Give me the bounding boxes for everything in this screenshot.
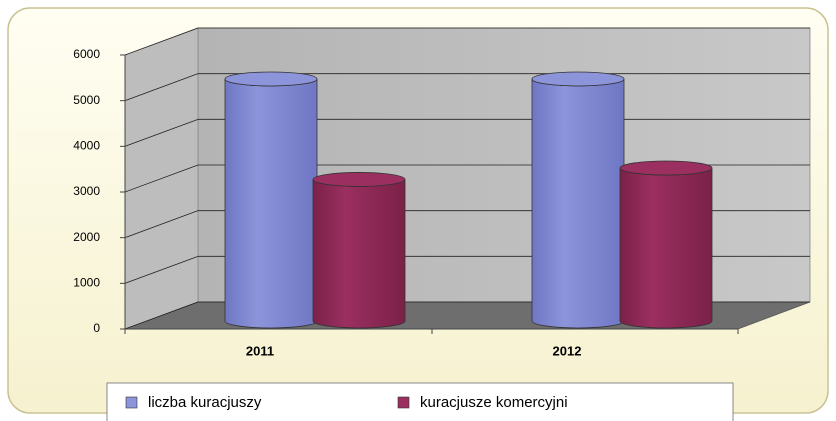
bar xyxy=(619,167,713,329)
y-tick-label: 4000 xyxy=(73,139,100,153)
y-tick-label: 3000 xyxy=(73,184,100,198)
y-tick-label: 2000 xyxy=(73,230,100,244)
grid-line-side xyxy=(124,210,199,239)
grid-line-side xyxy=(124,301,199,330)
bar xyxy=(531,78,625,329)
bar xyxy=(224,78,318,329)
bar-top xyxy=(224,71,318,87)
bar-top xyxy=(531,71,625,87)
grid-line-side xyxy=(124,73,199,102)
y-tick-label: 1000 xyxy=(73,276,100,290)
y-tick-label: 6000 xyxy=(73,47,100,61)
x-tick-label: 2011 xyxy=(246,343,274,358)
bar-top xyxy=(312,172,406,187)
grid-line-side xyxy=(124,164,199,193)
y-tick-label: 0 xyxy=(93,321,100,335)
bar xyxy=(312,179,406,329)
legend-label: kuracjusze komercyjni xyxy=(420,394,568,411)
grid-line-side xyxy=(124,118,199,147)
legend-swatch xyxy=(125,396,138,409)
bar-top xyxy=(619,160,713,176)
legend-swatch xyxy=(397,396,410,409)
grid-line-side xyxy=(124,255,199,284)
legend xyxy=(106,382,734,421)
x-tick-label: 2012 xyxy=(553,343,582,358)
y-tick-label: 5000 xyxy=(73,93,100,107)
grid-line-side xyxy=(124,27,199,56)
legend-label: liczba kuracjuszy xyxy=(148,394,262,411)
